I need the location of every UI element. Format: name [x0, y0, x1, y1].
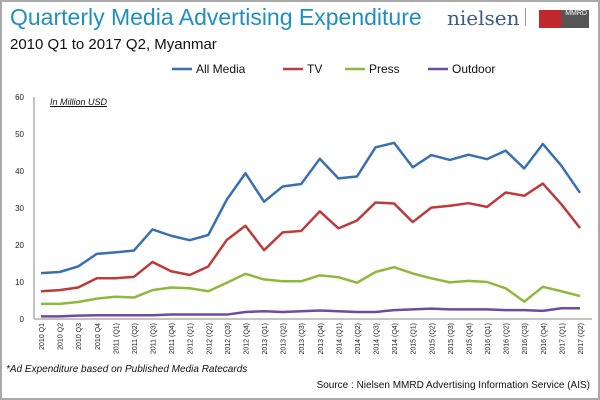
- series-line-all-media: [40, 141, 582, 275]
- y-tick-label: 40: [15, 167, 24, 176]
- x-tick-label: 2016 (Q2): [504, 323, 511, 355]
- x-tick-label: 2013 (Q4): [318, 323, 325, 355]
- x-tick-label: 2012 (Q2): [206, 323, 213, 355]
- chart-subtitle: 2010 Q1 to 2017 Q2, Myanmar: [10, 36, 217, 53]
- x-tick-label: 2016 (Q3): [522, 323, 529, 355]
- y-tick-label: 50: [15, 130, 24, 139]
- source-note: Source : Nielsen MMRD Advertising Inform…: [316, 380, 590, 391]
- x-tick-label: 2015 (Q3): [448, 323, 455, 355]
- x-tick-label: 2010 Q1: [39, 323, 46, 350]
- series-line-outdoor: [41, 307, 580, 318]
- legend-label: TV: [307, 62, 322, 76]
- series-line-press: [41, 265, 581, 306]
- x-tick-label: 2010 Q4: [95, 323, 102, 350]
- legend-label: All Media: [196, 62, 246, 76]
- legend-label: Outdoor: [452, 62, 495, 76]
- x-tick-label: 2015 (Q1): [411, 323, 418, 355]
- x-tick-label: 2015 (Q2): [429, 323, 436, 355]
- y-tick-label: 10: [15, 278, 24, 287]
- legend-label: Press: [369, 62, 400, 76]
- nielsen-logo: nielsen: [447, 6, 520, 30]
- footnote: *Ad Expenditure based on Published Media…: [6, 364, 248, 375]
- unit-label: In Million USD: [50, 97, 108, 107]
- x-tick-label: 2010 Q3: [76, 323, 83, 350]
- x-tick-label: 2014 (Q1): [336, 323, 343, 355]
- x-tick-label: 2015 (Q4): [466, 323, 473, 355]
- x-tick-label: 2013 (Q2): [281, 323, 288, 355]
- x-tick-label: 2012 (Q3): [225, 323, 232, 355]
- x-tick-label: 2017 (Q2): [578, 323, 585, 355]
- x-tick-label: 2012 (Q4): [243, 323, 250, 355]
- x-tick-label: 2011 (Q2): [132, 323, 139, 354]
- x-tick-label: 2014 (Q4): [392, 323, 399, 355]
- chart-title: Quarterly Media Advertising Expenditure: [10, 4, 422, 30]
- logo-divider: [525, 8, 526, 26]
- y-tick-label: 60: [15, 93, 24, 102]
- x-tick-label: 2013 (Q3): [299, 323, 306, 355]
- x-tick-label: 2011 (Q1): [113, 323, 120, 354]
- y-tick-label: 0: [20, 315, 25, 324]
- x-tick-label: 2014 (Q3): [374, 323, 381, 355]
- x-tick-label: 2010 Q2: [58, 323, 65, 350]
- x-tick-label: 2012 (Q1): [188, 323, 195, 355]
- x-tick-label: 2011 (Q3): [151, 323, 158, 354]
- x-tick-label: 2011 (Q4): [169, 323, 176, 354]
- x-tick-label: 2016 (Q4): [541, 323, 548, 355]
- series-line-tv: [40, 182, 581, 293]
- x-tick-label: 2016 (Q1): [485, 323, 492, 355]
- x-tick-label: 2017 (Q1): [559, 323, 566, 355]
- x-tick-label: 2013 (Q1): [262, 323, 269, 355]
- y-tick-label: 20: [15, 241, 24, 250]
- x-tick-label: 2014 (Q2): [355, 323, 362, 355]
- y-tick-label: 30: [15, 204, 24, 213]
- mmrd-logo: MMRD: [539, 10, 589, 28]
